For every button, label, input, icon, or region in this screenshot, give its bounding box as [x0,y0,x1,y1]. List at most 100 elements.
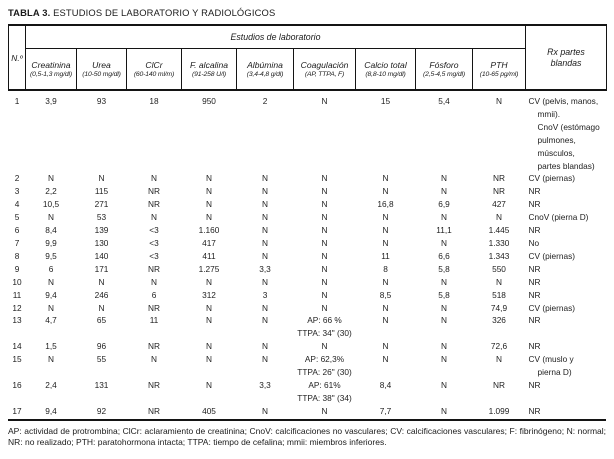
cell-line: N [321,186,328,197]
cell-line: CV (muslo y [528,354,574,365]
cell-n: 17 [9,405,26,418]
cell-line: N [206,186,212,197]
cell-line: 15 [12,354,22,365]
cell-pth: 1.099 [473,405,526,418]
cell-n: 8 [9,250,26,263]
cell-line: NR [528,276,541,287]
cell-line: AP: 61% [308,379,341,390]
cell-f-alcalina: 1.275 [182,263,237,276]
cell-line: 8,4 [379,379,392,390]
cell-pth: 326 [473,314,526,340]
cell-line: 11,1 [436,225,452,236]
cell-line: N [98,302,105,313]
table-row: 3 2,2 115 NR N N N N N NR NR [9,185,607,198]
cell-albumina: N [237,185,294,198]
cell-coagulacion: N [294,237,356,250]
cell-calcio-total: 8 [356,263,416,276]
cell-line: N [441,173,447,184]
cell-creatinina: 9,9 [26,237,77,250]
cell-line: 6,9 [438,199,450,210]
cell-n: 13 [9,314,26,340]
cell-line: N [262,237,268,248]
cell-line: 3,3 [259,263,271,274]
cell-albumina: N [237,340,294,353]
cell-line: 6 [151,289,157,300]
col-header-calcio-total: Calcio total (8,8-10 mg/dl) [355,48,416,91]
cell-line: pulmones, [537,134,576,145]
cell-creatinina: N [26,276,77,289]
cell-line: 1.160 [198,225,220,236]
cell-line: CV (piernas) [528,250,576,261]
cell-calcio-total: N [356,314,416,340]
cell-line: N [151,354,157,365]
cell-line: 427 [492,199,506,210]
cell-line: N [496,276,502,287]
cell-line: N [48,212,54,223]
cell-line: 246 [94,289,109,300]
cell-line: N [382,302,389,313]
cell-clcr: 11 [127,314,182,340]
cell-pth: NR [473,185,526,198]
cell-line: 15 [380,96,391,106]
table-title-text: ESTUDIOS DE LABORATORIO Y RADIOLÓGICOS [50,7,276,18]
cell-fosforo: 5,8 [416,263,473,276]
cell-line: NR [148,405,160,416]
cell-line: N [496,212,502,223]
cell-line: N [151,173,157,184]
cell-albumina: N [237,224,294,237]
cell-clcr: NR [127,198,182,211]
table-row: 10 N N N N N N N N N NR [9,276,607,289]
cell-creatinina: 9,5 [26,250,77,263]
cell-line: 11 [12,289,22,300]
cell-coagulacion: AP: 62,3% TTPA: 26" (30) [294,353,356,379]
cell-line: N [382,276,389,287]
cell-fosforo: 5,4 [416,90,473,172]
cell-line: <3 [149,250,159,261]
cell-fosforo: N [416,185,473,198]
cell-rx-partes-blandas: CV (piernas) [526,250,607,263]
cell-line: 950 [202,96,216,106]
cell-rx-partes-blandas: NR [526,276,607,289]
cell-line: N [321,250,328,261]
cell-line: N [48,276,54,287]
cell-urea: N [77,172,127,185]
cell-line: NR [148,341,160,352]
cell-line: N [206,315,212,326]
cell-line: NR [528,186,541,197]
cell-fosforo: N [416,314,473,340]
cell-line: 2 [14,173,20,184]
cell-coagulacion: N [294,289,356,302]
cell-creatinina: N [26,302,77,315]
cell-line: 3 [262,289,268,300]
cell-line: N [206,173,212,184]
col-header-pth: PTH (10-65 pg/ml) [472,48,526,91]
cell-line: 4,7 [45,315,57,326]
cell-line: N [382,354,389,365]
cell-fosforo: N [416,276,473,289]
cell-albumina: 3 [237,289,294,302]
cell-creatinina: 9,4 [26,289,77,302]
cell-line: 1.275 [198,263,220,274]
cell-coagulacion: N [294,90,356,172]
cell-urea: 115 [77,185,127,198]
cell-line: 130 [94,237,109,248]
cell-coagulacion: N [294,263,356,276]
cell-line: 18 [149,96,159,106]
cell-urea: 131 [77,379,127,405]
cell-line: 5,4 [438,96,450,106]
cell-calcio-total: 16,8 [356,198,416,211]
cell-line: N [206,302,212,313]
cell-line: 96 [96,341,107,352]
cell-line: N [441,405,447,416]
cell-calcio-total: N [356,276,416,289]
col-header-urea: Urea (10-50 mg/dl) [76,48,127,91]
cell-line: 115 [94,186,109,197]
cell-line: N [262,250,268,261]
cell-creatinina: N [26,353,77,379]
cell-line: NR [493,173,505,184]
cell-coagulacion: N [294,211,356,224]
cell-fosforo: N [416,172,473,185]
cell-line: 7 [14,237,20,248]
cell-line: 2 [262,96,268,106]
cell-line: N [321,289,328,300]
